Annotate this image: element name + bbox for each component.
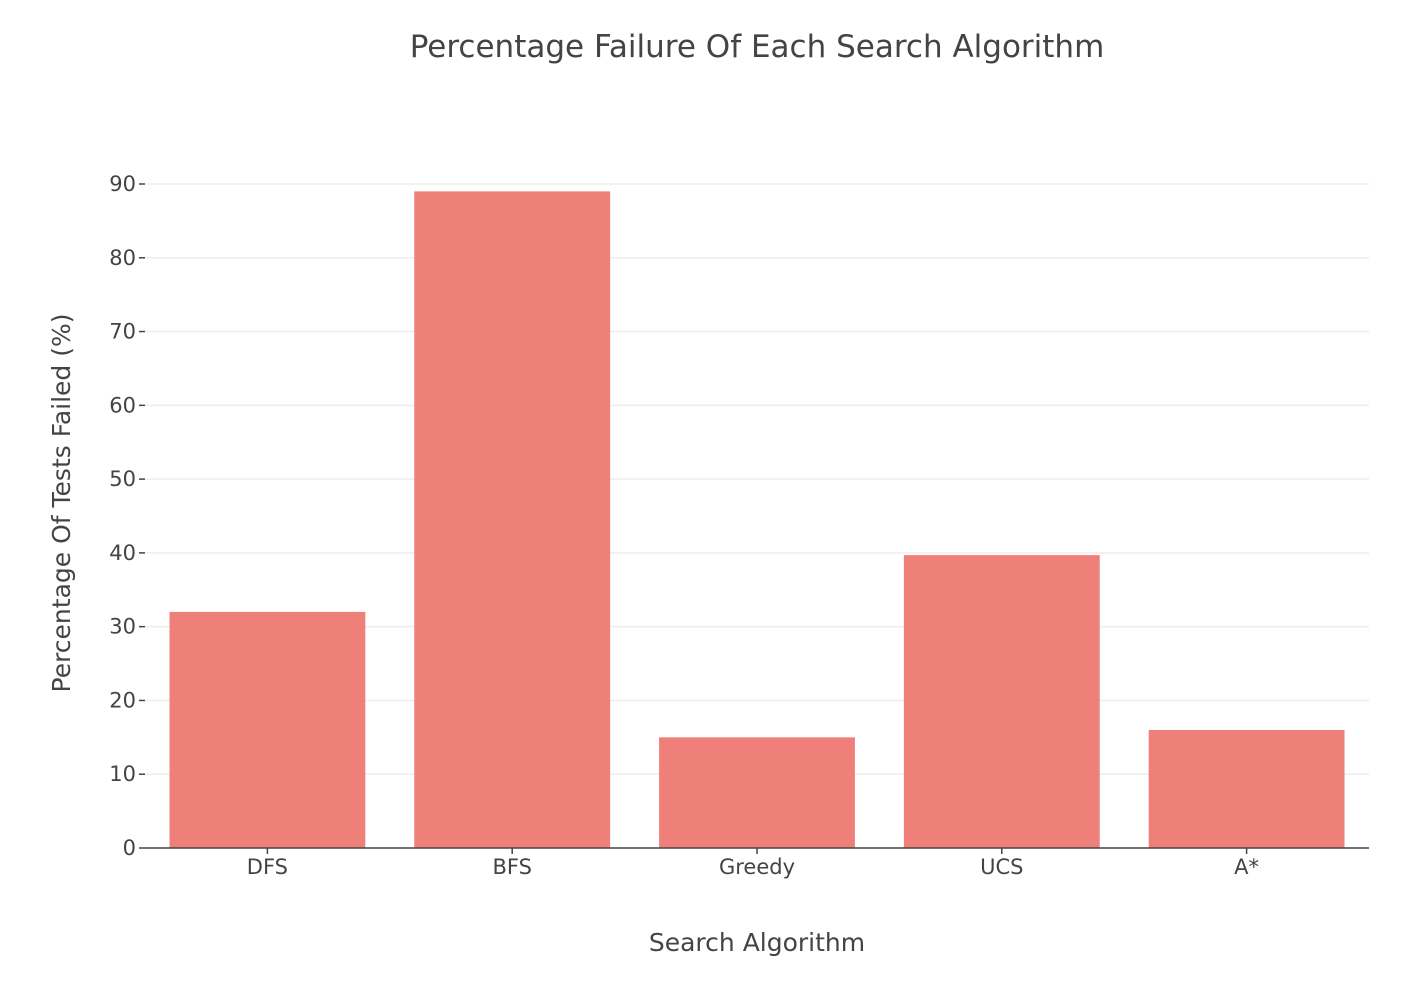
x-tick-label: BFS (492, 855, 531, 879)
x-tick-label: UCS (980, 855, 1023, 879)
x-tick-label: Greedy (719, 855, 795, 879)
y-tick-label: 70 (109, 320, 136, 344)
chart-title: Percentage Failure Of Each Search Algori… (410, 29, 1105, 65)
y-axis-title: Percentage Of Tests Failed (%) (47, 314, 76, 693)
x-tick-label: DFS (247, 855, 288, 879)
y-tick-label: 90 (109, 172, 136, 196)
bar-dfs (169, 611, 366, 848)
y-tick-label: 60 (109, 393, 136, 417)
bar-bfs (414, 191, 611, 848)
y-tick-label: 20 (109, 688, 136, 712)
y-tick-label: 30 (109, 615, 136, 639)
x-axis-title: Search Algorithm (649, 928, 865, 957)
y-tick-label: 40 (109, 541, 136, 565)
bar-greedy (659, 737, 855, 848)
bar-ucs (903, 555, 1100, 848)
y-tick-label: 10 (109, 762, 136, 786)
y-tick-label: 50 (109, 467, 136, 491)
axes: 0 10 20 30 40 50 60 70 80 90 DFS BFS Greedy UCS A* (109, 172, 1369, 879)
y-tick-label: 0 (123, 836, 136, 860)
y-tick-label: 80 (109, 246, 136, 270)
bars (169, 191, 1345, 848)
bar-a (1148, 729, 1345, 848)
x-tick-label: A* (1234, 855, 1259, 879)
